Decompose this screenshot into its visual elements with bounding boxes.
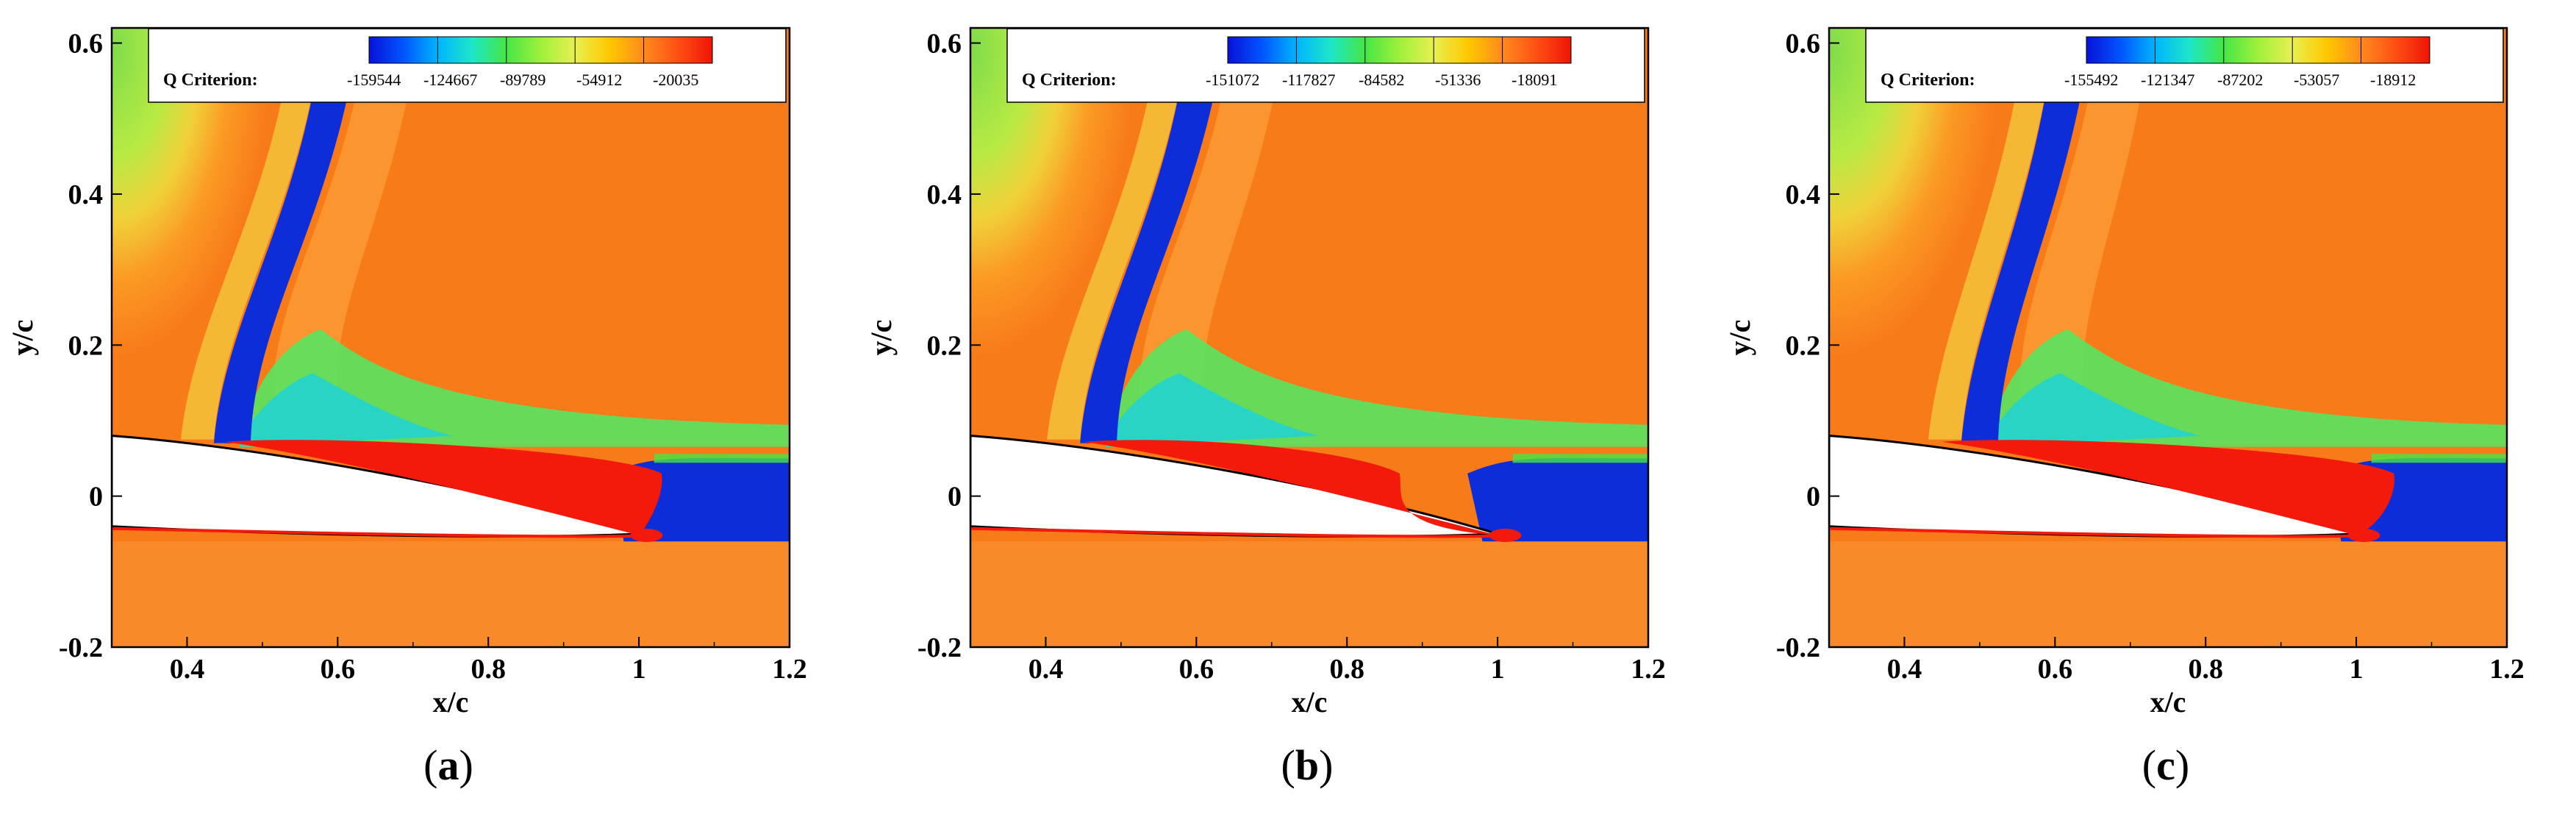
y-tick-label: 0.4 xyxy=(927,179,962,210)
colorbar xyxy=(1227,36,1572,64)
wake-region xyxy=(1467,457,1648,542)
colorbar-title: Q Criterion: xyxy=(163,71,258,90)
colorbar-tick-label: -54912 xyxy=(576,71,622,89)
separation-bubble xyxy=(1942,440,2394,535)
shock-wave xyxy=(1080,28,1226,443)
colorbar-legend: Q Criterion: -151072 -117827 -84582 -51336 -1… xyxy=(1006,28,1645,103)
colorbar-title: Q Criterion: xyxy=(1881,71,1975,90)
x-tick-label: 0.4 xyxy=(170,654,205,685)
x-tick-label: 0.4 xyxy=(1887,654,1922,685)
colorbar-tick-label: -124667 xyxy=(423,71,477,89)
shock-wave xyxy=(1961,28,2092,443)
x-tick-label: 0.6 xyxy=(321,654,356,685)
colorbar-tick-label: -121347 xyxy=(2141,71,2194,89)
y-tick-label: 0 xyxy=(1806,482,1820,513)
colorbar-legend: Q Criterion: -159544 -124667 -89789 -54912 -2… xyxy=(148,28,787,103)
colorbar xyxy=(2086,36,2430,64)
colorbar-tick-label: -159544 xyxy=(347,71,401,89)
contour-field xyxy=(1829,28,2507,647)
y-tick-label: 0 xyxy=(948,482,962,513)
colorbar-tick-label: -89789 xyxy=(500,71,545,89)
x-tick-label: 1.2 xyxy=(2489,654,2525,685)
chart-panel-a: Q Criterion: -159544 -124667 -89789 -54912 -2… xyxy=(6,26,807,789)
y-tick-label: 0.6 xyxy=(927,29,962,60)
y-tick-label: -0.2 xyxy=(917,632,962,663)
y-axis-label: y/c xyxy=(6,320,39,356)
colorbar-tick-label: -87202 xyxy=(2217,71,2263,89)
y-tick-label: 0 xyxy=(89,482,103,513)
y-tick-label: -0.2 xyxy=(1776,632,1820,663)
colorbar-tick-label: -53057 xyxy=(2294,71,2339,89)
y-tick-label: 0.4 xyxy=(1786,179,1821,210)
x-tick-label: 0.6 xyxy=(2038,654,2073,685)
x-tick-label: 1.2 xyxy=(772,654,807,685)
y-tick-label: 0.2 xyxy=(68,330,104,361)
colorbar-tick-label: -155492 xyxy=(2064,71,2118,89)
panel-caption: (c) xyxy=(2142,741,2189,789)
colorbar-tick-label: -20035 xyxy=(653,71,698,89)
y-tick-label: -0.2 xyxy=(59,632,103,663)
chart-panel-c: Q Criterion: -155492 -121347 -87202 -53057 -1… xyxy=(1723,26,2525,789)
panel-caption: (b) xyxy=(1281,741,1334,789)
x-tick-label: 0.6 xyxy=(1179,654,1214,685)
separation-bubble xyxy=(224,440,662,535)
x-axis-label: x/c xyxy=(433,685,469,718)
x-tick-label: 0.8 xyxy=(2188,654,2223,685)
x-tick-label: 0.4 xyxy=(1028,654,1064,685)
colorbar-title: Q Criterion: xyxy=(1022,71,1117,90)
x-tick-label: 0.8 xyxy=(1329,654,1364,685)
colorbar-tick-label: -151072 xyxy=(1206,71,1259,89)
colorbar-tick-label: -18912 xyxy=(2370,71,2416,89)
y-axis-label: y/c xyxy=(865,320,898,356)
contour-field xyxy=(970,28,1648,647)
x-tick-label: 1 xyxy=(2350,654,2364,685)
x-tick-label: 1 xyxy=(1491,654,1505,685)
colorbar-tick-label: -51336 xyxy=(1435,71,1481,89)
x-tick-label: 1.2 xyxy=(1631,654,1666,685)
y-tick-label: 0.2 xyxy=(927,330,962,361)
y-tick-label: 0.6 xyxy=(68,29,104,60)
y-axis-label: y/c xyxy=(1723,320,1756,356)
panel-caption: (a) xyxy=(423,741,473,789)
colorbar-tick-label: -84582 xyxy=(1359,71,1404,89)
y-tick-label: 0.2 xyxy=(1786,330,1821,361)
x-axis-label: x/c xyxy=(1292,685,1328,718)
colorbar-tick-label: -117827 xyxy=(1282,71,1336,89)
contour-field xyxy=(112,28,790,647)
colorbar-tick-label: -18091 xyxy=(1511,71,1557,89)
separation-bubble xyxy=(1083,440,1498,535)
x-tick-label: 1 xyxy=(632,654,646,685)
colorbar-legend: Q Criterion: -155492 -121347 -87202 -53057 -1… xyxy=(1865,28,2504,103)
x-axis-label: x/c xyxy=(2150,685,2186,718)
colorbar xyxy=(368,36,713,64)
y-tick-label: 0.4 xyxy=(68,179,104,210)
y-tick-label: 0.6 xyxy=(1786,29,1821,60)
shock-wave xyxy=(213,28,360,443)
x-tick-label: 0.8 xyxy=(471,654,506,685)
chart-panel-b: Q Criterion: -151072 -117827 -84582 -51336 -1… xyxy=(865,26,1666,789)
